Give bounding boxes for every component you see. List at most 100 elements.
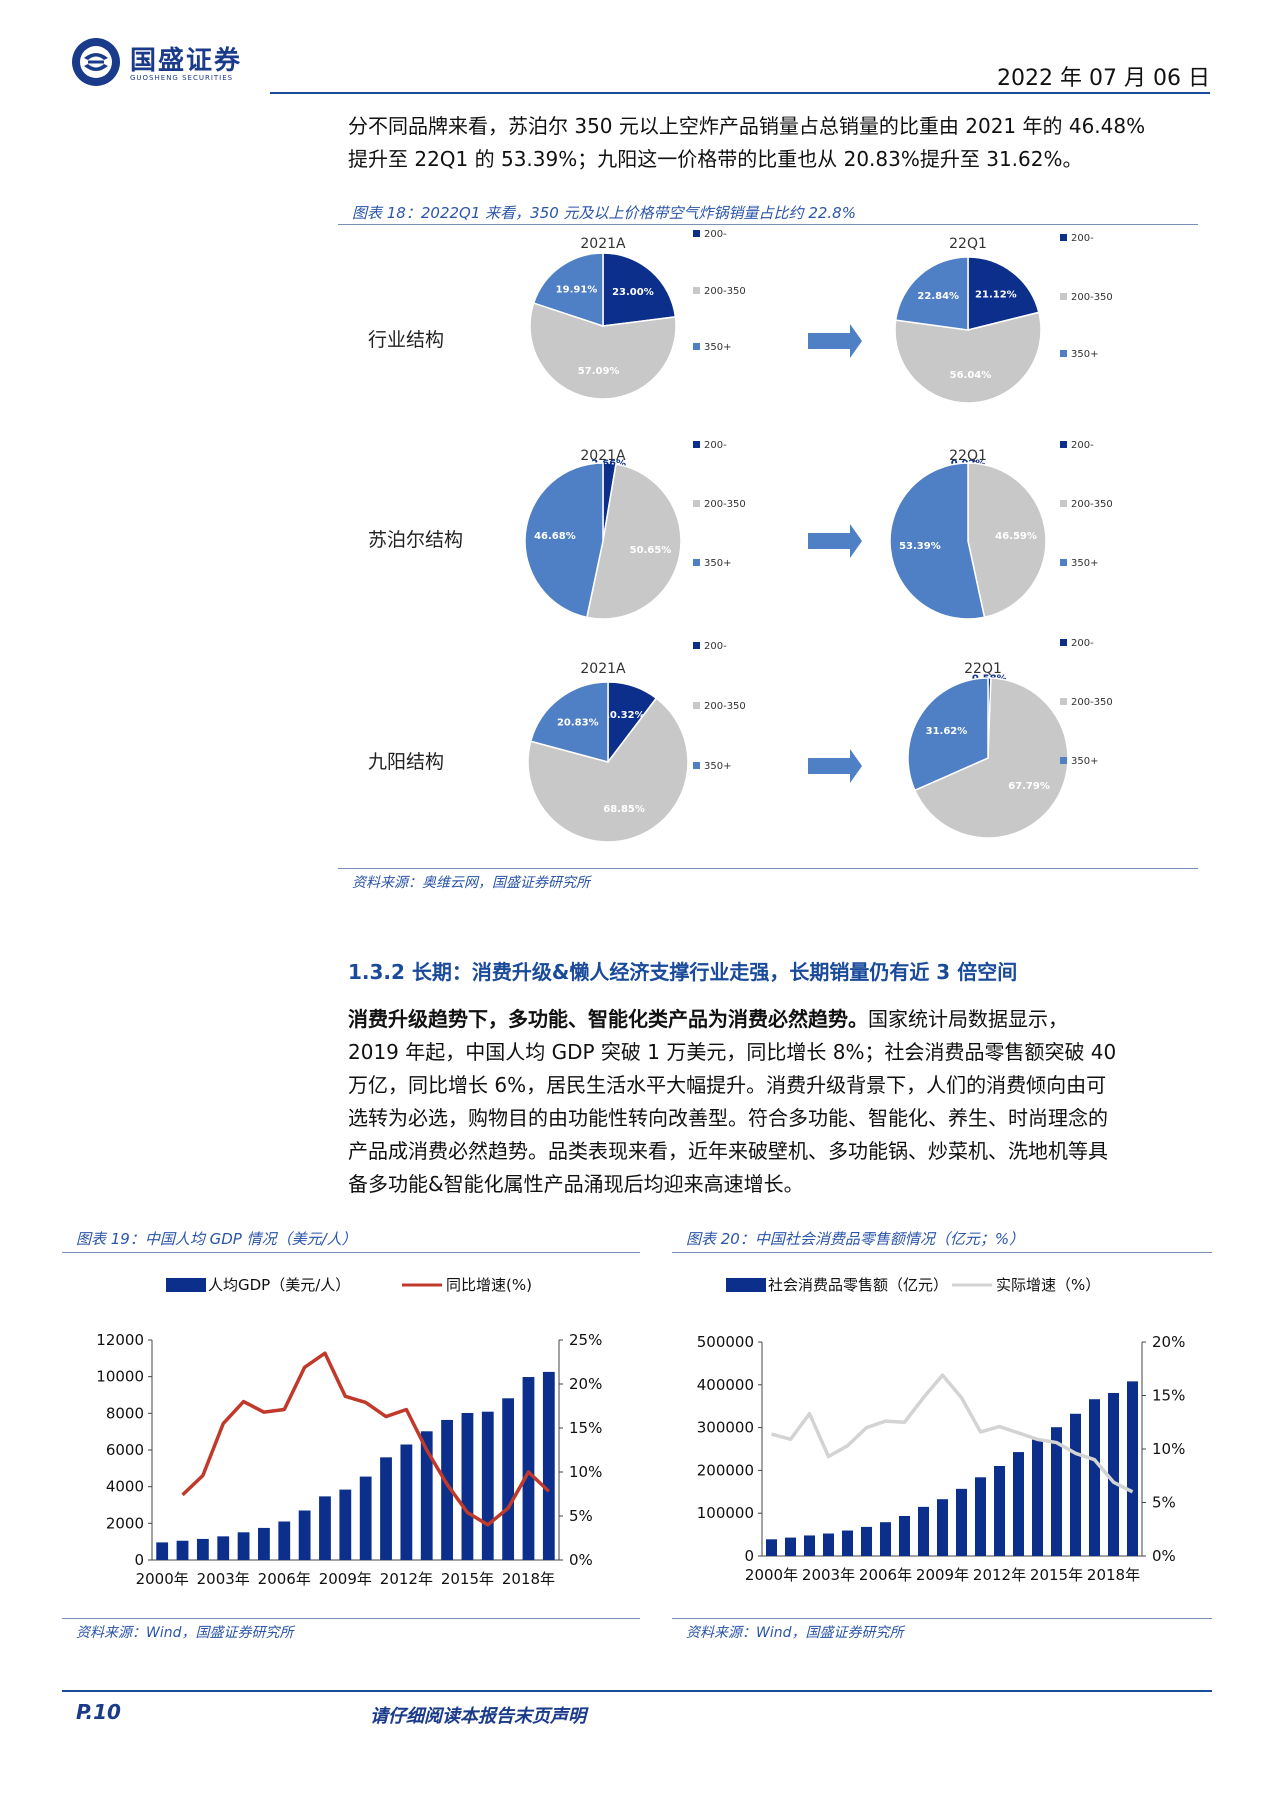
section-line: 2019 年起，中国人均 GDP 突破 1 万美元，同比增长 8%；社会消费品零…: [348, 1040, 1117, 1064]
pie-slice-200-350: [585, 463, 682, 620]
y-right-tick-label: 15%: [569, 1419, 602, 1437]
legend-label: 350+: [704, 342, 731, 353]
figure19-title: 图表 19：中国人均 GDP 情况（美元/人）: [76, 1230, 357, 1248]
series-line: [771, 1373, 1134, 1494]
figure20-top-rule: [672, 1252, 1212, 1253]
pie-slice-350+: [907, 677, 989, 792]
legend-label: 350+: [704, 761, 731, 772]
page-number: P.10: [76, 1700, 121, 1724]
intro-paragraph: 分不同品牌来看，苏泊尔 350 元以上空炸产品销量占总销量的比重由 2021 年…: [348, 110, 1248, 176]
figure19-top-rule: [62, 1252, 640, 1253]
series-line: [181, 1351, 551, 1527]
x-tick-label: 2006年: [859, 1566, 912, 1584]
y-right-tick-label: 20%: [1152, 1333, 1185, 1351]
legend-swatch: [1060, 441, 1067, 448]
pie-slice-200-: [967, 256, 1040, 331]
pie-data-label: 46.59%: [995, 531, 1037, 542]
bar: [860, 1526, 873, 1556]
y-left-tick-label: 8000: [106, 1404, 144, 1422]
chart-legend: 人均GDP（美元/人） 同比增速(%): [166, 1276, 532, 1294]
legend-swatch-bar: [726, 1278, 766, 1292]
legend-swatch: [1060, 757, 1067, 764]
x-tick-label: 2000年: [136, 1570, 189, 1588]
y-left-tick-label: 4000: [106, 1478, 144, 1496]
pie-data-label: 53.39%: [899, 541, 941, 552]
arrow-icon: [808, 324, 862, 358]
guosheng-logo-icon: [72, 38, 120, 86]
legend-swatch: [693, 642, 700, 649]
x-tick-label: 2018年: [502, 1570, 555, 1588]
pie-data-label: 67.79%: [1008, 781, 1050, 792]
bar: [502, 1398, 515, 1560]
pie-data-label: 46.68%: [534, 531, 576, 542]
pie-slice-350+: [524, 462, 604, 619]
y-left-tick-label: 0: [744, 1547, 754, 1565]
pie-slice-350+: [532, 252, 604, 328]
y-left-tick-label: 200000: [697, 1461, 754, 1479]
y-left-tick-label: 12000: [96, 1331, 144, 1349]
legend-swatch: [1060, 500, 1067, 507]
figure18-top-rule: [338, 224, 1198, 225]
section-line-bold: 消费升级趋势下，多功能、智能化类产品为消费必然趋势。: [348, 1007, 868, 1031]
bar: [1107, 1392, 1120, 1556]
legend-swatch: [693, 500, 700, 507]
pie-slice-200-: [602, 252, 677, 327]
legend-swatch: [693, 702, 700, 709]
bar: [481, 1411, 494, 1560]
logo-subtext: GUOSHENG SECURITIES: [130, 74, 234, 82]
bar: [359, 1476, 372, 1560]
figure19-chart: 人均GDP（美元/人） 同比增速(%) 0 2000 4000 6000 8000 10000…: [96, 1276, 602, 1588]
legend-label: 社会消费品零售额（亿元）: [768, 1276, 948, 1294]
bar: [237, 1532, 250, 1560]
logo: 国盛证券 GUOSHENG SECURITIES: [70, 36, 270, 88]
pie-industry-22q1: 21.12% 56.04% 22.84%: [894, 256, 1042, 404]
pie-data-label: 2.66%: [591, 459, 626, 470]
bar: [339, 1489, 352, 1560]
pie-slice-350+: [889, 462, 986, 620]
legend-label: 200-350: [704, 286, 746, 297]
arrow-icon: [808, 524, 862, 558]
y-right-tick-label: 20%: [569, 1375, 602, 1393]
pie-slice-200-350: [913, 677, 1069, 839]
row-label: 九阳结构: [368, 751, 444, 773]
x-tick-label: 2000年: [745, 1566, 798, 1584]
bar: [898, 1515, 911, 1556]
legend-swatch: [1060, 350, 1067, 357]
legend-left-row2: 200- 200-350 350+: [693, 440, 746, 569]
legend-label: 200-350: [704, 701, 746, 712]
bar: [522, 1377, 535, 1560]
bar: [1012, 1452, 1025, 1556]
pie-data-label: 68.85%: [603, 804, 645, 815]
pie-data-label: 21.12%: [975, 289, 1017, 300]
legend-right-row2: 200- 200-350 350+: [1060, 440, 1113, 569]
footer-divider: [62, 1690, 1212, 1692]
bar: [217, 1536, 230, 1560]
y-right-tick-label: 10%: [569, 1463, 602, 1481]
y-left-tick-label: 10000: [96, 1368, 144, 1386]
bar: [298, 1510, 311, 1560]
pie-supor-2021a: 2.66% 50.65% 46.68%: [524, 459, 682, 620]
intro-line: 提升至 22Q1 的 53.39%；九阳这一价格带的比重也从 20.83%提升至…: [348, 147, 1083, 171]
legend-label: 200-: [1071, 233, 1094, 244]
section-paragraph: 消费升级趋势下，多功能、智能化类产品为消费必然趋势。国家统计局数据显示， 201…: [348, 1003, 1248, 1201]
section-line: 备多功能&智能化属性产品涌现后均迎来高速增长。: [348, 1172, 804, 1196]
legend-label: 200-: [704, 440, 727, 451]
disclaimer-note: 请仔细阅读本报告末页声明: [370, 1706, 586, 1727]
legend-swatch: [693, 287, 700, 294]
legend-label: 200-350: [1071, 697, 1113, 708]
figure18-title: 图表 18：2022Q1 来看，350 元及以上价格带空气炸锅销量占比约 22.…: [352, 204, 856, 222]
pie-data-label: 23.00%: [612, 287, 654, 298]
legend-swatch: [693, 441, 700, 448]
bar: [993, 1465, 1006, 1556]
legend-label: 200-: [1071, 440, 1094, 451]
bar: [319, 1496, 331, 1560]
bar: [1050, 1427, 1063, 1556]
legend-label: 实际增速（%）: [996, 1276, 1100, 1294]
chart-legend: 社会消费品零售额（亿元） 实际增速（%）: [726, 1276, 1100, 1294]
bar: [784, 1537, 797, 1556]
bar: [1069, 1413, 1082, 1556]
pie-title: 2021A: [580, 661, 626, 677]
pie-slice-200-350: [529, 302, 677, 400]
legend-swatch: [1060, 293, 1067, 300]
figure20-source: 资料来源：Wind，国盛证券研究所: [686, 1625, 904, 1641]
